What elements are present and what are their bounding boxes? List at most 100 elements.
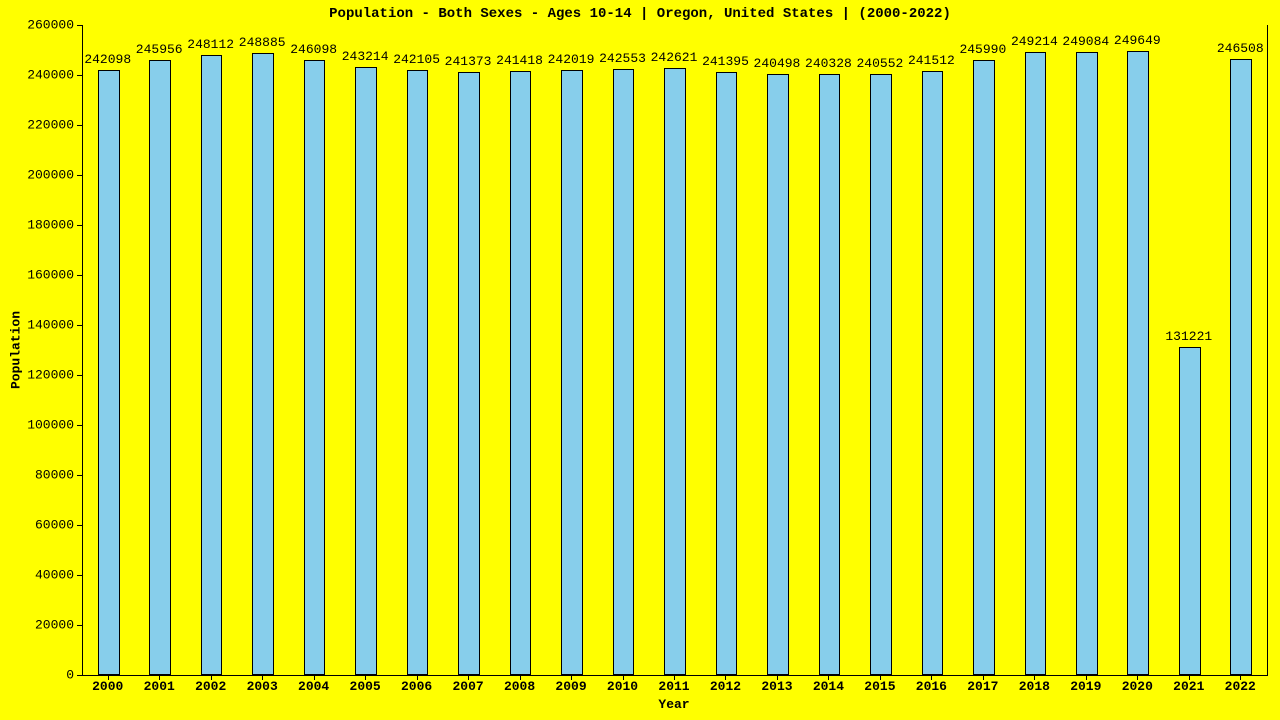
bar-value-label: 241395 — [702, 54, 749, 69]
y-tick-mark — [77, 625, 82, 626]
chart-container: Population - Both Sexes - Ages 10-14 | O… — [0, 0, 1280, 720]
x-tick-label: 2008 — [504, 679, 535, 694]
x-tick-label: 2010 — [607, 679, 638, 694]
y-tick-label: 180000 — [27, 218, 74, 233]
bar-value-label: 241512 — [908, 53, 955, 68]
x-tick-mark — [983, 675, 984, 680]
x-tick-mark — [1137, 675, 1138, 680]
plot-area — [82, 25, 1268, 676]
x-tick-label: 2002 — [195, 679, 226, 694]
bar-value-label: 249084 — [1062, 34, 1109, 49]
x-tick-label: 2011 — [658, 679, 689, 694]
y-tick-label: 220000 — [27, 118, 74, 133]
x-tick-mark — [777, 675, 778, 680]
x-tick-mark — [828, 675, 829, 680]
x-tick-label: 2021 — [1173, 679, 1204, 694]
bar-value-label: 245956 — [136, 42, 183, 57]
bar — [1179, 347, 1201, 675]
bar — [510, 71, 532, 675]
x-tick-mark — [365, 675, 366, 680]
y-tick-mark — [77, 125, 82, 126]
bar-value-label: 242621 — [651, 50, 698, 65]
y-tick-label: 60000 — [35, 518, 74, 533]
bar — [561, 70, 583, 675]
x-tick-mark — [1086, 675, 1087, 680]
y-tick-mark — [77, 25, 82, 26]
bar-value-label: 249649 — [1114, 33, 1161, 48]
y-tick-mark — [77, 325, 82, 326]
x-tick-mark — [159, 675, 160, 680]
y-tick-mark — [77, 475, 82, 476]
bar-value-label: 246098 — [290, 42, 337, 57]
x-tick-label: 2013 — [761, 679, 792, 694]
bar — [922, 71, 944, 675]
chart-title: Population - Both Sexes - Ages 10-14 | O… — [0, 6, 1280, 22]
y-tick-label: 0 — [66, 668, 74, 683]
bar-value-label: 241373 — [445, 54, 492, 69]
x-tick-mark — [468, 675, 469, 680]
bar-value-label: 246508 — [1217, 41, 1264, 56]
bar-value-label: 248885 — [239, 35, 286, 50]
bar-value-label: 131221 — [1165, 329, 1212, 344]
y-tick-label: 140000 — [27, 318, 74, 333]
y-tick-label: 260000 — [27, 18, 74, 33]
x-tick-label: 2009 — [555, 679, 586, 694]
x-tick-label: 2022 — [1225, 679, 1256, 694]
bar — [1025, 52, 1047, 675]
y-tick-mark — [77, 75, 82, 76]
bar — [407, 70, 429, 675]
bar-value-label: 242105 — [393, 52, 440, 67]
x-axis-title: Year — [82, 697, 1266, 712]
bar — [201, 55, 223, 675]
bar-value-label: 240552 — [857, 56, 904, 71]
bar — [98, 70, 120, 675]
bar — [973, 60, 995, 675]
x-tick-label: 2004 — [298, 679, 329, 694]
bar-value-label: 242098 — [84, 52, 131, 67]
x-tick-label: 2001 — [144, 679, 175, 694]
x-tick-label: 2003 — [247, 679, 278, 694]
x-tick-mark — [314, 675, 315, 680]
x-tick-mark — [211, 675, 212, 680]
y-tick-mark — [77, 575, 82, 576]
y-tick-label: 200000 — [27, 168, 74, 183]
y-tick-mark — [77, 675, 82, 676]
y-tick-mark — [77, 225, 82, 226]
x-tick-mark — [623, 675, 624, 680]
x-tick-mark — [1240, 675, 1241, 680]
bar — [304, 60, 326, 675]
x-tick-label: 2007 — [452, 679, 483, 694]
bar — [1230, 59, 1252, 675]
x-tick-label: 2005 — [350, 679, 381, 694]
bar — [819, 74, 841, 675]
x-tick-mark — [1189, 675, 1190, 680]
x-tick-mark — [108, 675, 109, 680]
x-tick-mark — [571, 675, 572, 680]
bar — [664, 68, 686, 675]
x-tick-mark — [880, 675, 881, 680]
x-tick-label: 2018 — [1019, 679, 1050, 694]
bar-value-label: 242019 — [548, 52, 595, 67]
bar-value-label: 243214 — [342, 49, 389, 64]
bar-value-label: 249214 — [1011, 34, 1058, 49]
bar-value-label: 245990 — [959, 42, 1006, 57]
x-tick-label: 2017 — [967, 679, 998, 694]
bar — [767, 74, 789, 675]
x-tick-mark — [725, 675, 726, 680]
x-tick-label: 2014 — [813, 679, 844, 694]
y-tick-label: 240000 — [27, 68, 74, 83]
y-tick-mark — [77, 425, 82, 426]
x-tick-mark — [1034, 675, 1035, 680]
y-tick-label: 20000 — [35, 618, 74, 633]
bar-value-label: 240328 — [805, 56, 852, 71]
x-tick-label: 2015 — [864, 679, 895, 694]
bar — [613, 69, 635, 675]
bar — [1127, 51, 1149, 675]
bar — [716, 72, 738, 675]
x-tick-mark — [674, 675, 675, 680]
bar — [1076, 52, 1098, 675]
x-tick-mark — [931, 675, 932, 680]
bar-value-label: 240498 — [754, 56, 801, 71]
bar — [870, 74, 892, 675]
y-tick-mark — [77, 275, 82, 276]
